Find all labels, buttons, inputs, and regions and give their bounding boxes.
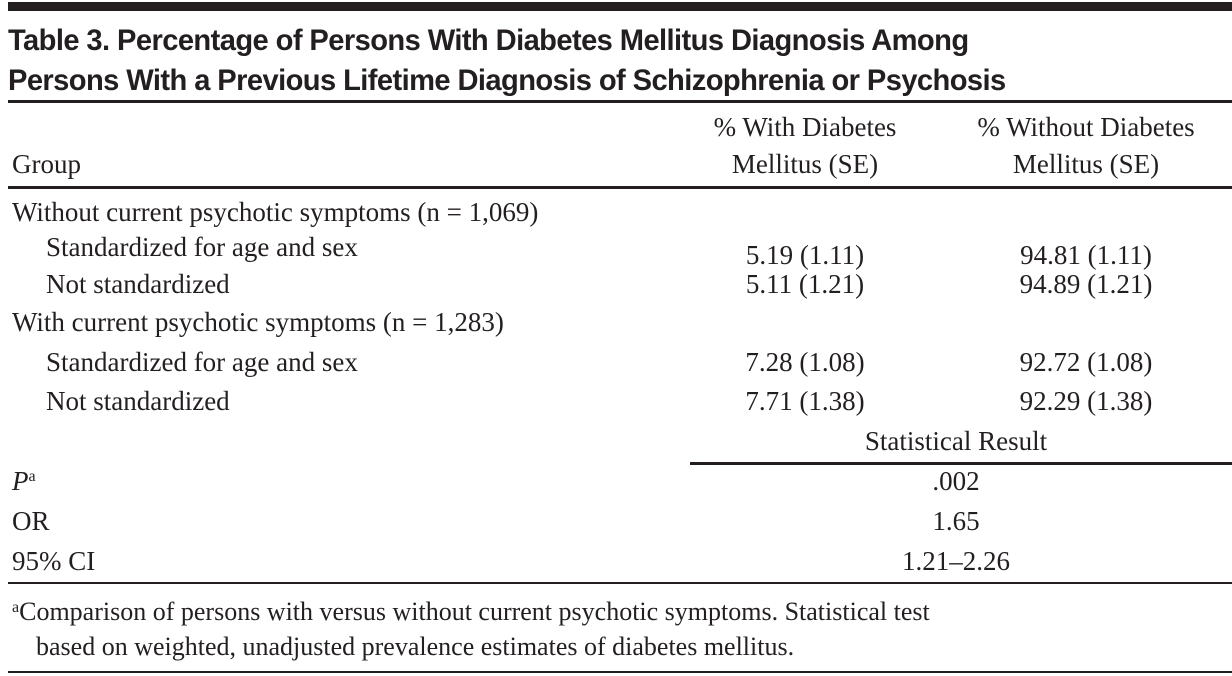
footer-rule [8, 671, 1232, 673]
header-without-line1: % Without Diabetes [977, 112, 1195, 142]
header-with-line1: % With Diabetes [713, 112, 897, 142]
cell-with: 5.11 (1.21) [745, 269, 865, 299]
header-group: Group [12, 149, 81, 179]
stat-label-ci: 95% CI [12, 546, 96, 576]
cell-with: 7.28 (1.08) [745, 347, 865, 377]
table-bottom-rule [8, 582, 1232, 584]
cell-without: 92.72 (1.08) [1019, 347, 1153, 377]
top-rule [8, 2, 1232, 11]
stat-label-or: OR [12, 506, 50, 536]
stat-value-or: 1.65 [932, 506, 980, 536]
row-label: Not standardized [46, 269, 230, 299]
cell-with: 7.71 (1.38) [745, 386, 865, 416]
header-with-line2: Mellitus (SE) [731, 149, 879, 179]
title-rule [8, 100, 1232, 103]
cell-without: 94.81 (1.11) [1020, 240, 1152, 270]
cell-without: 94.89 (1.21) [1019, 269, 1153, 299]
footnote-line-2: based on weighted, unadjusted prevalence… [36, 632, 795, 661]
p-superscript: a [28, 468, 36, 485]
statistical-result-header: Statistical Result [864, 426, 1048, 456]
row-label: Standardized for age and sex [46, 347, 358, 377]
group-label: Without current psychotic symptoms (n = … [12, 197, 539, 227]
row-label: Standardized for age and sex [46, 232, 358, 262]
table-title-line-1: Table 3. Percentage of Persons With Diab… [8, 24, 969, 57]
stat-value-ci: 1.21–2.26 [902, 546, 1010, 576]
footnote-line-1: aComparison of persons with versus witho… [12, 596, 930, 628]
stat-label-p: Pa [12, 465, 36, 497]
cell-without: 92.29 (1.38) [1019, 386, 1153, 416]
footnote-text-1: Comparison of persons with versus withou… [19, 597, 930, 626]
cell-with: 5.19 (1.11) [745, 240, 865, 270]
stat-value-p: .002 [932, 466, 980, 496]
p-label: P [12, 466, 29, 496]
table-title-line-2: Persons With a Previous Lifetime Diagnos… [8, 64, 1006, 97]
header-without-line2: Mellitus (SE) [1012, 149, 1160, 179]
statistical-rule [690, 462, 1232, 465]
footnote-marker: a [12, 599, 20, 616]
header-rule [8, 186, 1232, 189]
row-label: Not standardized [46, 386, 230, 416]
group-label: With current psychotic symptoms (n = 1,2… [12, 307, 504, 337]
